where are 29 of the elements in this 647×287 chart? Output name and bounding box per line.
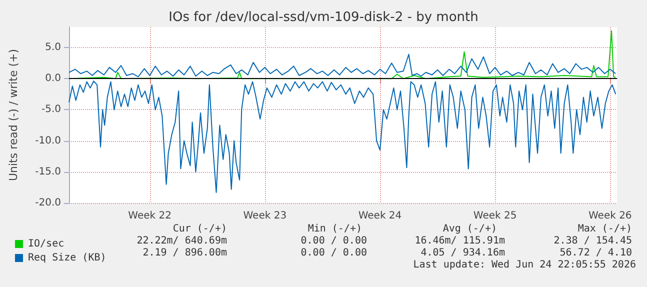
y-tick-label: -10.0 [35, 135, 61, 146]
text: 22.22m/ 640.69m [136, 236, 227, 246]
text: 4.05 / 934.16m [420, 248, 505, 258]
text: 16.46m/ 115.91m [414, 236, 505, 246]
legend-label: Req Size (KB) [28, 252, 106, 264]
text: 2.19 / 896.00m [142, 248, 227, 258]
text: Avg (-/+) [442, 224, 497, 234]
text: Min (-/+) [308, 224, 362, 234]
text: Last update: Wed Jun 24 22:05:55 2026 [413, 260, 636, 270]
x-tick-label: Week 24 [358, 210, 402, 222]
chart-title: IOs for /dev/local-ssd/vm-109-disk-2 - by month [168, 10, 478, 25]
y-tick-label: 0.0 [45, 73, 61, 84]
y-tick-label: -5.0 [41, 104, 61, 116]
text: 0.00 / 0.00 [300, 248, 367, 258]
text: 0.00 / 0.00 [300, 236, 367, 246]
text: 2.38 / 154.45 [554, 236, 632, 246]
y-tick-label: -20.0 [35, 198, 61, 208]
y-tick-label: 5.0 [45, 42, 61, 54]
x-tick-label: Week 23 [243, 210, 287, 222]
legend-label: IO/sec [28, 238, 64, 250]
y-axis-title: Units read (-) / write (+) [7, 48, 20, 182]
text: Max (-/+) [578, 224, 632, 234]
x-tick-label: Week 25 [473, 210, 517, 222]
line-series [68, 80, 616, 193]
text: Cur (-/+) [172, 224, 227, 234]
y-tick-label: -15.0 [35, 166, 61, 178]
x-tick-label: Week 26 [588, 210, 632, 222]
x-tick-label: Week 22 [128, 210, 172, 222]
text: 56.72 / 4.10 [560, 248, 632, 258]
